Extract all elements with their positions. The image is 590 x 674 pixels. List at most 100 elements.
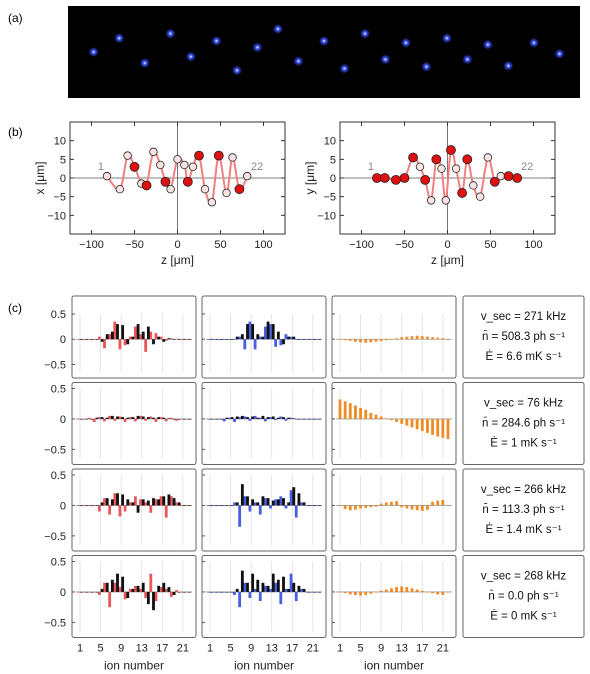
bar-x-black-ion-22	[188, 339, 191, 340]
y-axis-label: x [μm]	[33, 162, 47, 195]
bar-z-ion-5	[359, 591, 362, 596]
bar-y-black-ion-11	[261, 336, 265, 340]
ion-marker-20	[228, 153, 237, 162]
bar-y-ion-4	[222, 339, 226, 340]
bar-y-ion-1	[207, 591, 211, 593]
y-tick-label: 0	[60, 334, 66, 346]
mode-row-1: 0.5 0 −0.5 v_sec = 271 kHz n̄ = 508.3 ph s⁻¹…	[44, 295, 585, 379]
x-tick-label: 21	[437, 643, 449, 655]
bar-y-black-ion-1	[210, 591, 213, 593]
bar-x-ion-16	[154, 499, 158, 506]
bar-x-ion-11	[128, 502, 132, 506]
bar-x-black-ion-21	[182, 505, 186, 507]
plot-frame	[331, 555, 457, 638]
bar-x-ion-12	[133, 418, 137, 422]
ion-last-label: 22	[251, 161, 263, 173]
bar-x-black-ion-14	[146, 591, 150, 605]
bar-z-ion-22	[446, 505, 450, 507]
bar-x-ion-3	[87, 339, 91, 340]
x-tick-label: −100	[349, 239, 374, 251]
bar-y-black-ion-2	[215, 591, 219, 593]
bar-x-ion-20	[175, 418, 178, 421]
mode-row-4: 0.5 0 −0.5 1 5 9 13 17 21 ion number 1 5 9 13 17 21 ion …	[44, 555, 585, 673]
y-tick-label: −5	[53, 192, 66, 204]
bar-x-black-ion-12	[136, 505, 140, 513]
bar-y-ion-5	[227, 591, 231, 593]
bar-z-ion-3	[348, 339, 352, 341]
bar-y-black-ion-21	[312, 418, 316, 420]
ion-spot-7	[231, 65, 242, 76]
ion-marker-6	[415, 162, 425, 171]
info-line-2: n̄ = 0.0 ph s⁻¹	[488, 590, 558, 603]
bar-y-black-ion-22	[318, 339, 321, 340]
bar-y-black-ion-6	[235, 336, 239, 340]
plot-frame	[201, 468, 327, 552]
y-tick-label: 0.5	[51, 557, 66, 569]
bar-x-ion-19	[169, 338, 173, 340]
bar-z-ion-19	[431, 337, 434, 340]
ion-marker-15	[462, 154, 473, 165]
ion-spot-19	[482, 39, 493, 50]
ion-marker-16	[200, 184, 210, 194]
bar-y-black-ion-2	[215, 418, 219, 420]
bar-y-black-ion-18	[297, 493, 301, 506]
ion-image-panel	[68, 6, 580, 98]
ion-marker-10	[437, 164, 446, 173]
bar-x-black-ion-16	[157, 336, 161, 340]
bar-x-ion-14	[144, 339, 148, 352]
bar-x-ion-11	[128, 336, 132, 340]
bar-y-ion-19	[299, 502, 303, 506]
bar-z-ion-7	[369, 412, 373, 419]
bar-x-black-ion-13	[141, 499, 145, 506]
ion-spot-17	[441, 33, 452, 44]
bar-x-black-ion-19	[172, 498, 176, 506]
bar-x-black-ion-16	[157, 417, 161, 419]
x-tick-label: 100	[524, 239, 542, 251]
bar-z-ion-15	[410, 336, 414, 340]
bar-x-ion-8	[113, 493, 117, 506]
y-tick-label: −10	[47, 210, 66, 222]
bar-y-ion-20	[305, 591, 308, 593]
y-tick-label: 0	[330, 173, 336, 185]
bar-x-ion-22	[185, 505, 189, 507]
info-line-3: Ė = 6.6 mK s⁻¹	[485, 350, 561, 363]
bar-y-black-ion-13	[271, 324, 275, 340]
ion-spot-8	[252, 42, 263, 53]
bar-y-ion-11	[258, 505, 262, 515]
bar-x-ion-21	[180, 505, 184, 507]
bar-x-black-ion-20	[177, 418, 181, 420]
mode-info-box: v_sec = 271 kHz n̄ = 508.3 ph s⁻¹ Ė = 6.6 …	[462, 295, 585, 379]
bar-x-ion-21	[180, 418, 184, 420]
bar-x-ion-2	[82, 591, 86, 593]
bar-y-black-ion-21	[312, 505, 316, 507]
bar-y-ion-7	[238, 591, 242, 608]
bar-y-ion-16	[284, 334, 288, 340]
bar-x-black-ion-2	[85, 339, 89, 340]
bar-x-black-ion-15	[152, 498, 155, 506]
bar-x-ion-3	[87, 505, 91, 507]
bar-y-black-ion-3	[220, 418, 224, 420]
bar-z-ion-16	[415, 505, 419, 511]
ion-marker-20	[496, 171, 506, 181]
bar-y-ion-14	[274, 339, 278, 347]
ion-marker-4	[399, 173, 410, 183]
bar-y-ion-6	[233, 339, 236, 340]
ion-marker-17	[207, 198, 217, 207]
bar-x-ion-21	[180, 339, 184, 340]
bar-y-ion-11	[258, 591, 262, 602]
bar-y-black-ion-12	[266, 585, 270, 592]
bar-x-black-ion-8	[116, 493, 119, 506]
y-tick-label: 10	[324, 136, 336, 148]
bar-z-ion-16	[415, 418, 419, 430]
ion-marker-21	[503, 171, 514, 182]
bar-y-black-ion-9	[251, 416, 255, 419]
bar-y-ion-10	[253, 339, 257, 350]
ion-marker-9	[160, 176, 171, 187]
bar-y-ion-17	[289, 336, 293, 340]
bar-x-black-ion-10	[126, 591, 130, 599]
ion-marker-4	[129, 161, 140, 172]
x-tick-label: 1	[77, 643, 83, 655]
bar-y-ion-10	[253, 502, 257, 506]
